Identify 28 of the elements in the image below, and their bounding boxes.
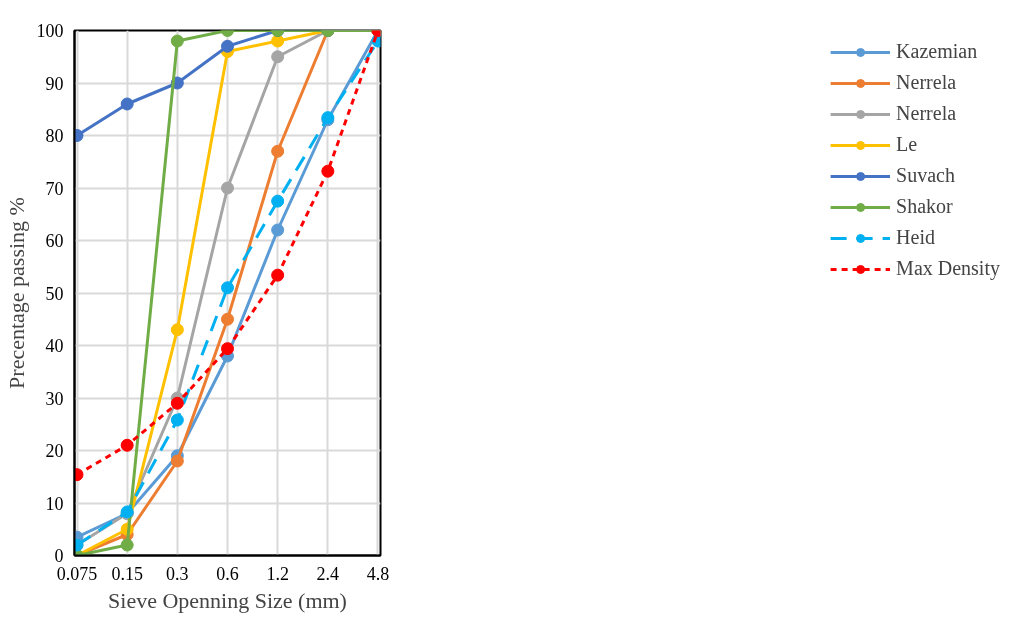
x-tick-label: 0.3 [166,563,189,584]
y-tick-label: 50 [45,283,64,304]
y-tick-label: 30 [45,388,64,409]
x-tick-label: 0.6 [216,563,239,584]
x-tick-label: 0.075 [56,563,98,584]
y-tick-label: 70 [45,178,64,199]
y-axis-title: Precentage passing % [3,197,29,389]
y-tick-label: 100 [36,21,64,41]
legend-label: Nerrela [896,102,957,125]
x-tick-label: 4.8 [366,563,390,584]
y-tick-label: 40 [45,336,64,356]
y-tick-label: 10 [45,493,64,514]
x-tick-label: 1.2 [266,563,289,584]
legend-label: Max Density [896,257,1000,280]
y-tick-label: 20 [45,441,64,461]
legend-label: Nerrela [896,71,957,94]
y-tick-label: 90 [45,73,64,94]
y-tick-label: 0 [54,546,64,566]
x-tick-label: 0.15 [111,563,143,584]
x-axis-title: Sieve Openning Size (mm) [108,587,347,613]
y-tick-label: 60 [45,231,64,251]
legend-label: Suvach [896,164,955,187]
legend-label: Shakor [896,195,953,218]
legend-label: Heid [896,226,935,249]
legend-label: Kazemian [896,40,978,63]
y-tick-label: 80 [45,126,64,146]
legend-label: Le [896,133,918,156]
x-tick-label: 2.4 [316,563,340,584]
